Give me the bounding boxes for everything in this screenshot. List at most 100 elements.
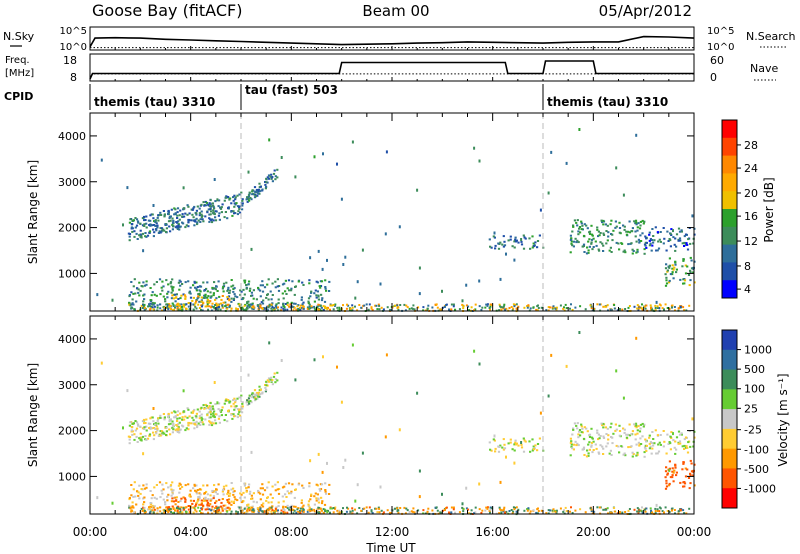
scatter-cell <box>201 304 204 307</box>
scatter-cell <box>578 429 582 431</box>
scatter-cell <box>251 189 254 192</box>
scatter-cell <box>220 298 223 301</box>
scatter-cell <box>570 440 573 443</box>
scatter-cell <box>246 196 249 199</box>
scatter-cell <box>644 447 647 450</box>
nsky-tick-top: 10^5 <box>60 26 87 37</box>
scatter-cell <box>187 428 190 431</box>
scatter-cell <box>320 483 324 486</box>
scatter-cell <box>148 511 151 514</box>
scatter-cell <box>524 440 527 443</box>
scatter-cell <box>502 509 504 512</box>
scatter-cell <box>406 306 409 309</box>
scatter-cell <box>200 213 203 216</box>
scatter-cell <box>602 447 605 450</box>
scatter-cell <box>222 282 226 285</box>
scatter-cell <box>194 489 197 492</box>
x-tick-labels: 00:00 04:00 08:00 12:00 16:00 20:00 00:00 <box>73 46 711 539</box>
scatter-cell <box>674 512 676 515</box>
scatter-cell <box>648 442 651 445</box>
scatter-cell <box>317 294 320 298</box>
scatter-cell <box>187 505 190 507</box>
scatter-cell <box>328 493 331 495</box>
scatter-cell <box>675 271 678 274</box>
scatter-cell <box>481 306 484 309</box>
scatter-cell <box>229 400 232 403</box>
scatter-cell <box>656 249 659 252</box>
scatter-cell <box>607 309 609 312</box>
scatter-cell <box>590 436 594 439</box>
scatter-cell <box>141 217 144 220</box>
scatter-cell <box>531 449 534 452</box>
scatter-cell <box>229 197 232 200</box>
scatter-cell <box>243 304 246 307</box>
scatter-cell <box>255 501 258 504</box>
scatter-cell <box>200 406 203 409</box>
scatter-cell <box>162 228 165 231</box>
scatter-cell <box>167 412 170 415</box>
scatter-cell <box>161 289 164 292</box>
scatter-cell <box>217 306 220 309</box>
scatter-cell <box>230 202 233 205</box>
colorbar-cell <box>722 448 737 469</box>
scatter-cell <box>232 413 235 416</box>
scatter-cell <box>225 484 228 487</box>
scatter-cell <box>675 268 678 271</box>
scatter-cell <box>227 498 231 501</box>
scatter-cell <box>239 293 242 296</box>
scatter-cell <box>171 289 174 292</box>
scatter-cell <box>532 445 535 448</box>
scatter-cell <box>130 291 133 294</box>
colorbar-cell <box>722 120 737 139</box>
scatter-cell <box>688 284 691 287</box>
scatter-cell <box>252 297 255 300</box>
scatter-cell <box>204 294 207 297</box>
scatter-cell <box>342 507 344 510</box>
scatter-cell <box>532 242 535 245</box>
scatter-cell <box>671 470 674 473</box>
scatter-cell <box>228 494 231 497</box>
scatter-cell <box>191 502 194 505</box>
scatter-cell <box>132 495 135 498</box>
scatter-cell <box>569 441 572 444</box>
scatter-cell <box>201 218 204 221</box>
scatter-cell <box>270 506 273 509</box>
scatter-cell <box>565 364 568 368</box>
scatter-cell <box>233 490 236 493</box>
scatter-cell <box>622 396 625 400</box>
scatter-cell <box>182 186 185 190</box>
scatter-cell <box>498 309 501 312</box>
scatter-cell <box>241 510 244 513</box>
scatter-cell <box>374 304 377 307</box>
scatter-cell <box>221 507 224 510</box>
scatter-cell <box>589 507 592 510</box>
scatter-cell <box>211 405 214 408</box>
scatter-cell <box>169 281 173 284</box>
scatter-cell <box>317 303 320 306</box>
scatter-cell <box>608 452 611 455</box>
scatter-cell <box>167 493 170 496</box>
scatter-cell <box>179 500 182 503</box>
scatter-cell <box>489 508 492 511</box>
scatter-cell <box>578 227 581 230</box>
scatter-cell <box>659 507 662 510</box>
scatter-cell <box>167 220 171 223</box>
scatter-cell <box>648 233 651 236</box>
scatter-cell <box>649 242 652 245</box>
scatter-cell <box>370 306 373 309</box>
scatter-cell <box>643 508 646 511</box>
scatter-cell <box>549 509 551 512</box>
scatter-cell <box>678 440 682 443</box>
scatter-cell <box>360 306 363 309</box>
scatter-cell <box>245 401 248 404</box>
scatter-cell <box>360 509 363 512</box>
scatter-cell <box>513 258 516 262</box>
scatter-cell <box>149 214 152 217</box>
scatter-cell <box>686 446 689 449</box>
scatter-cell <box>218 402 221 405</box>
scatter-cell <box>172 489 175 492</box>
scatter-cell <box>209 411 212 414</box>
scatter-cell <box>664 303 667 306</box>
scatter-cell <box>320 306 323 309</box>
scatter-cell <box>216 511 219 514</box>
